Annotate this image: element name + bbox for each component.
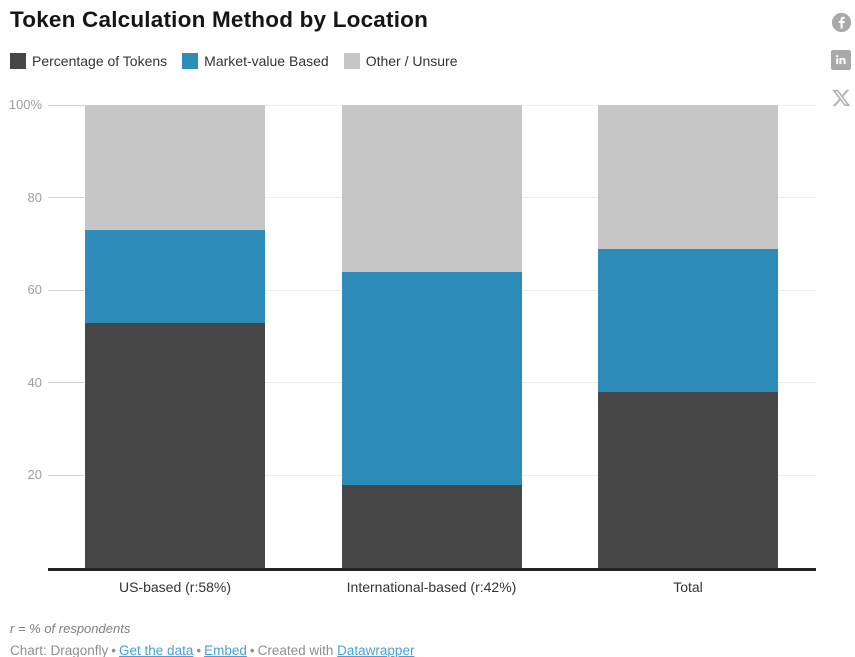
legend-label: Percentage of Tokens xyxy=(32,53,168,69)
y-axis-tick-60 xyxy=(48,289,84,291)
bar-segment-percentage-of-tokens-3[interactable] xyxy=(598,392,778,568)
x-axis-label-international-based: International-based (r:42%) xyxy=(346,579,517,595)
y-axis-label-100: 100% xyxy=(8,97,42,112)
legend-label: Market-value Based xyxy=(204,53,329,69)
chart-footnote: r = % of respondents xyxy=(10,621,131,636)
get-the-data-link[interactable]: Get the data xyxy=(119,643,194,657)
legend-label: Other / Unsure xyxy=(365,53,458,69)
legend-item-market-value-based: Market-value Based xyxy=(182,53,329,69)
separator-dot: • xyxy=(249,643,255,657)
bar-segment-other-unsure-3[interactable] xyxy=(598,105,778,249)
y-axis-label-80: 80 xyxy=(27,189,42,205)
legend-swatch-percentage-of-tokens xyxy=(10,53,26,69)
bar-segment-market-value-based-3[interactable] xyxy=(598,248,778,393)
legend-item-percentage-of-tokens: Percentage of Tokens xyxy=(10,53,167,69)
y-axis-tick-40 xyxy=(48,382,84,384)
page-title: Token Calculation Method by Location xyxy=(10,7,429,32)
bar-segment-other-unsure-2[interactable] xyxy=(342,105,522,272)
bar-segment-market-value-based-2[interactable] xyxy=(342,271,522,485)
linkedin-share-icon[interactable] xyxy=(831,50,852,71)
bar-segment-percentage-of-tokens-1[interactable] xyxy=(85,322,265,568)
x-axis-label-us-based: US-based (r:58%) xyxy=(118,579,232,595)
x-axis-label-total: Total xyxy=(673,579,703,595)
y-axis-tick-100 xyxy=(48,104,84,106)
legend-swatch-other-unsure xyxy=(343,53,360,69)
bar-segment-percentage-of-tokens-2[interactable] xyxy=(342,484,522,568)
separator-dot: • xyxy=(111,643,117,657)
x-axis-line xyxy=(48,568,816,571)
embed-link[interactable]: Embed xyxy=(204,643,247,657)
facebook-share-icon[interactable] xyxy=(831,12,852,33)
y-axis-tick-20 xyxy=(48,474,84,476)
bar-segment-market-value-based-1[interactable] xyxy=(85,230,265,323)
datawrapper-link[interactable]: Datawrapper xyxy=(337,643,415,657)
attribution-line: Chart: Dragonfly • Get the data • Embed • Crea… xyxy=(10,643,414,657)
y-axis-label-60: 60 xyxy=(27,282,42,298)
y-axis-tick-80 xyxy=(48,197,84,199)
y-axis-label-20: 20 xyxy=(27,467,42,483)
chart-credit: Chart: Dragonfly xyxy=(10,643,109,657)
legend: Percentage of Tokens Market-value Based … xyxy=(10,53,458,69)
created-with-text: Created with xyxy=(257,643,334,657)
separator-dot: • xyxy=(196,643,202,657)
y-axis-label-40: 40 xyxy=(27,374,42,390)
x-share-icon[interactable] xyxy=(831,88,852,109)
legend-item-other-unsure: Other / Unsure xyxy=(343,53,458,69)
legend-swatch-market-value-based xyxy=(182,53,199,69)
share-buttons xyxy=(831,12,852,109)
bar-segment-other-unsure-1[interactable] xyxy=(85,105,265,230)
